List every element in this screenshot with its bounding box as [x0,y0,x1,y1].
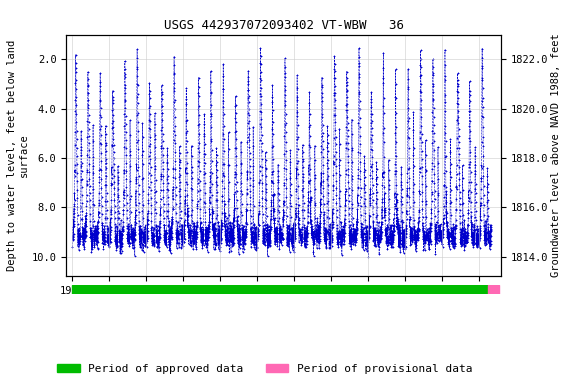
Bar [73,285,487,294]
Legend: Period of approved data, Period of provisional data: Period of approved data, Period of provi… [53,359,477,379]
Y-axis label: Depth to water level, feet below land
surface: Depth to water level, feet below land su… [7,40,29,271]
Y-axis label: Groundwater level above NAVD 1988, feet: Groundwater level above NAVD 1988, feet [551,34,561,277]
Title: USGS 442937072093402 VT-WBW   36: USGS 442937072093402 VT-WBW 36 [164,19,404,32]
Bar [487,285,499,294]
